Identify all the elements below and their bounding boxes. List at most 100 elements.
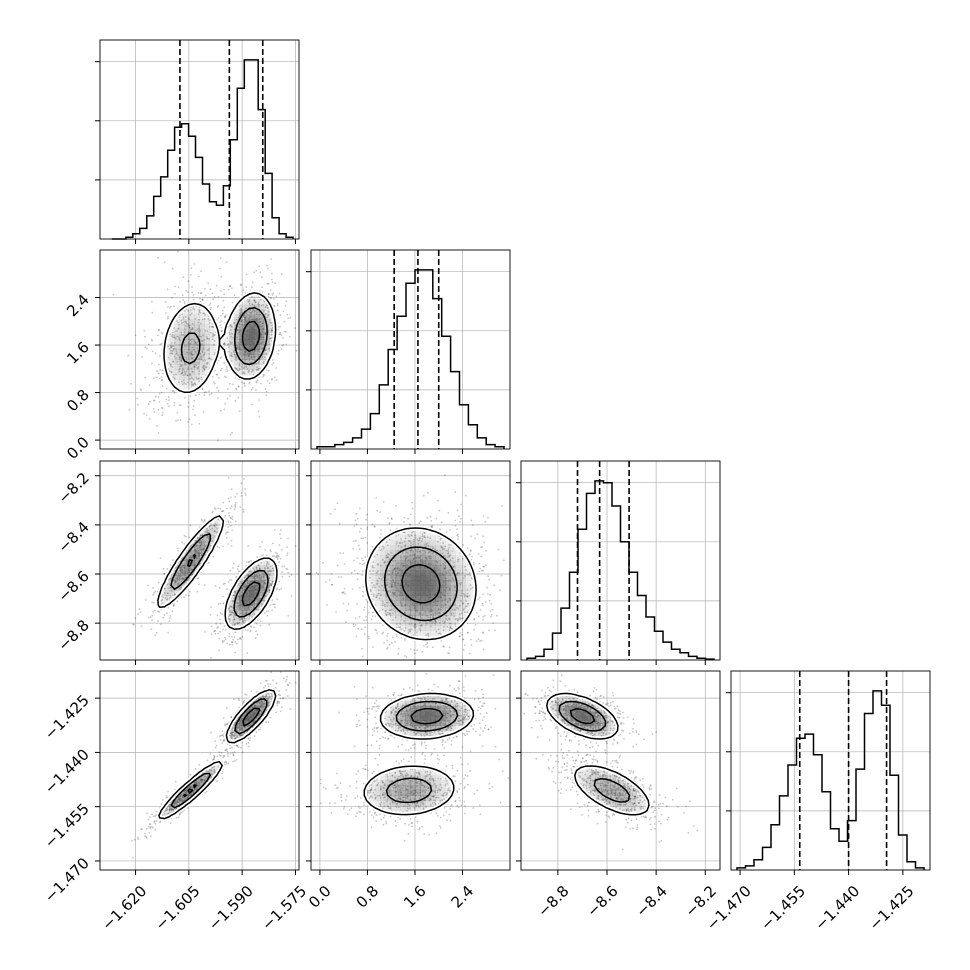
density-cell bbox=[455, 570, 461, 576]
sample-point bbox=[229, 340, 232, 343]
sample-point bbox=[469, 574, 472, 577]
sample-point bbox=[418, 621, 421, 624]
sample-point bbox=[211, 511, 214, 514]
sample-point bbox=[160, 391, 163, 394]
sample-point bbox=[262, 373, 265, 376]
sample-point bbox=[170, 335, 173, 337]
sample-point bbox=[223, 342, 226, 345]
sample-point bbox=[198, 583, 200, 586]
density-cell bbox=[440, 540, 446, 546]
sample-point bbox=[286, 568, 289, 570]
sample-point bbox=[421, 533, 424, 536]
sample-point bbox=[192, 348, 195, 351]
sample-point bbox=[157, 432, 160, 434]
sample-point bbox=[185, 370, 188, 373]
sample-point bbox=[361, 574, 363, 576]
sample-point bbox=[213, 525, 216, 527]
density-cell bbox=[425, 560, 431, 566]
sample-point bbox=[253, 271, 255, 274]
sample-point bbox=[259, 567, 261, 570]
sample-point bbox=[377, 592, 380, 595]
sample-point bbox=[443, 626, 445, 628]
sample-point bbox=[465, 600, 468, 603]
sample-point bbox=[208, 304, 211, 306]
sample-point bbox=[159, 355, 161, 357]
density-cell bbox=[199, 309, 205, 315]
density-cell bbox=[199, 369, 205, 375]
sample-point bbox=[232, 562, 235, 565]
sample-point bbox=[336, 502, 339, 505]
sample-point bbox=[272, 567, 275, 570]
sample-point bbox=[248, 570, 251, 573]
sample-point bbox=[240, 482, 243, 484]
sample-point bbox=[268, 347, 271, 350]
density-cell bbox=[400, 565, 406, 571]
sample-point bbox=[165, 612, 168, 615]
sample-point bbox=[227, 616, 230, 618]
sample-point bbox=[228, 383, 231, 385]
sample-point bbox=[164, 587, 166, 590]
density-cell bbox=[169, 334, 175, 340]
density-cell bbox=[179, 329, 185, 335]
density-cell bbox=[254, 354, 260, 360]
density-cell bbox=[249, 590, 255, 596]
sample-point bbox=[230, 287, 233, 289]
sample-point bbox=[386, 611, 389, 614]
density-cell bbox=[395, 545, 401, 551]
sample-point bbox=[169, 595, 172, 597]
sample-point bbox=[425, 545, 428, 547]
sample-point bbox=[409, 610, 412, 613]
density-cell bbox=[229, 349, 235, 355]
density-cell bbox=[254, 309, 260, 315]
sample-point bbox=[326, 604, 328, 606]
sample-point bbox=[430, 620, 433, 623]
sample-point bbox=[441, 552, 444, 555]
sample-point bbox=[183, 534, 186, 537]
sample-point bbox=[432, 646, 434, 649]
sample-point bbox=[389, 614, 392, 617]
sample-point bbox=[167, 306, 169, 308]
sample-point bbox=[254, 305, 257, 308]
sample-point bbox=[246, 611, 248, 614]
sample-point bbox=[267, 573, 270, 576]
sample-point bbox=[184, 372, 187, 374]
sample-point bbox=[342, 591, 344, 594]
sample-point bbox=[172, 605, 175, 607]
sample-point bbox=[363, 562, 366, 565]
sample-point bbox=[267, 293, 270, 296]
sample-point bbox=[189, 309, 192, 312]
sample-point bbox=[399, 623, 401, 625]
density-cell bbox=[244, 309, 250, 315]
sample-point bbox=[267, 310, 270, 313]
sample-point bbox=[237, 396, 240, 399]
density-cell bbox=[164, 595, 170, 601]
sample-point bbox=[453, 608, 456, 611]
sample-point bbox=[429, 515, 432, 518]
sample-point bbox=[168, 583, 170, 585]
density-cell bbox=[199, 319, 205, 325]
sample-point bbox=[459, 582, 462, 585]
sample-point bbox=[175, 357, 177, 359]
sample-point bbox=[480, 569, 483, 572]
sample-point bbox=[254, 301, 257, 304]
sample-point bbox=[167, 631, 170, 634]
sample-point bbox=[198, 536, 201, 539]
sample-point bbox=[151, 362, 153, 365]
sample-point bbox=[258, 546, 261, 548]
sample-point bbox=[192, 379, 195, 381]
density-cell bbox=[249, 595, 255, 601]
sample-point bbox=[491, 608, 494, 611]
sample-point bbox=[294, 327, 296, 329]
sample-point bbox=[227, 521, 230, 524]
sample-point bbox=[403, 516, 406, 519]
sample-point bbox=[180, 372, 183, 375]
sample-point bbox=[250, 388, 253, 391]
sample-point bbox=[268, 589, 271, 591]
sample-point bbox=[190, 356, 193, 359]
sample-point bbox=[410, 544, 412, 547]
sample-point bbox=[191, 354, 194, 356]
sample-point bbox=[228, 514, 231, 517]
sample-point bbox=[463, 607, 466, 610]
sample-point bbox=[214, 508, 217, 511]
sample-point bbox=[209, 525, 212, 527]
